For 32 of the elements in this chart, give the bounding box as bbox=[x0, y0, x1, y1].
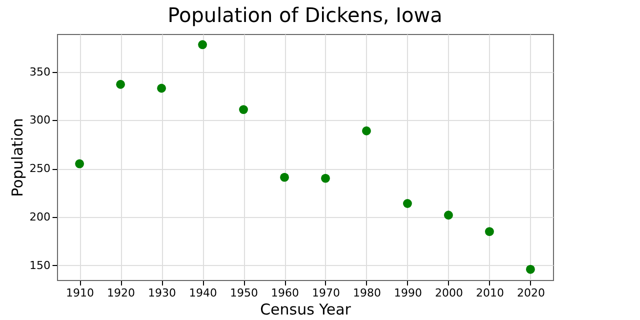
x-tick-label: 1990 bbox=[394, 286, 422, 300]
x-tick-label: 2020 bbox=[516, 286, 545, 300]
y-tick-label: 150 bbox=[30, 258, 50, 272]
x-tick-label: 1920 bbox=[107, 286, 136, 300]
point bbox=[116, 80, 126, 89]
point bbox=[157, 84, 166, 93]
x-tick-label: 1970 bbox=[312, 286, 340, 300]
x-tick-label: 2000 bbox=[434, 286, 463, 300]
chart-title: Population of Dickens, Iowa bbox=[168, 3, 442, 27]
y-tick-label: 200 bbox=[30, 210, 50, 224]
x-tick-label: 1940 bbox=[189, 286, 218, 300]
x-tick-label: 1930 bbox=[148, 286, 176, 300]
point bbox=[444, 210, 453, 220]
y-tick-label: 250 bbox=[30, 162, 50, 176]
point bbox=[526, 264, 535, 274]
x-tick-label: 1950 bbox=[230, 286, 258, 300]
point bbox=[362, 126, 371, 136]
point bbox=[321, 174, 330, 183]
point bbox=[75, 159, 84, 168]
x-tick-label: 2010 bbox=[476, 286, 504, 300]
x-tick-label: 1910 bbox=[66, 286, 94, 300]
x-tick-label: 1960 bbox=[271, 286, 300, 300]
point bbox=[198, 40, 207, 50]
point bbox=[484, 227, 494, 236]
x-axis-title: Census Year bbox=[260, 300, 352, 318]
point bbox=[403, 199, 412, 208]
y-axis-title: Population bbox=[8, 118, 27, 197]
point bbox=[280, 172, 289, 182]
y-tick-label: 300 bbox=[30, 114, 50, 127]
point bbox=[239, 105, 248, 114]
x-tick-label: 1980 bbox=[352, 286, 381, 300]
y-tick-label: 350 bbox=[30, 65, 50, 78]
